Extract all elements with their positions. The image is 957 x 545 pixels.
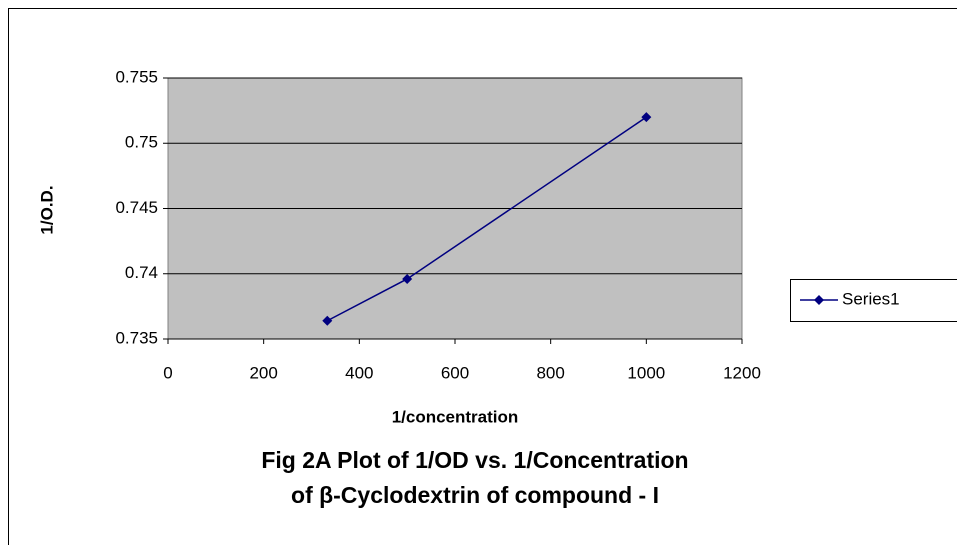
chart-title: Fig 2A Plot of 1/OD vs. 1/Concentration	[261, 447, 688, 473]
x-tick-label: 200	[249, 363, 277, 382]
x-tick-label: 0	[163, 363, 172, 382]
data-point	[641, 112, 652, 123]
y-tick-label: 0.74	[125, 263, 158, 282]
x-tick-label: 1200	[723, 363, 761, 382]
y-tick-label: 0.755	[115, 67, 158, 86]
data-point	[322, 315, 333, 326]
legend-marker	[814, 295, 824, 305]
x-tick-label: 800	[536, 363, 564, 382]
x-axis-label: 1/concentration	[392, 407, 519, 426]
x-tick-label: 400	[345, 363, 373, 382]
x-tick-label: 1000	[627, 363, 665, 382]
x-tick-label: 600	[441, 363, 469, 382]
data-point	[402, 273, 413, 284]
y-tick-label: 0.75	[125, 133, 158, 152]
y-tick-label: 0.735	[115, 328, 158, 347]
legend-label: Series1	[842, 289, 900, 308]
y-tick-label: 0.745	[115, 198, 158, 217]
y-axis-label: 1/O.D.	[37, 185, 56, 234]
chart-title: of β-Cyclodextrin of compound - I	[291, 482, 659, 508]
